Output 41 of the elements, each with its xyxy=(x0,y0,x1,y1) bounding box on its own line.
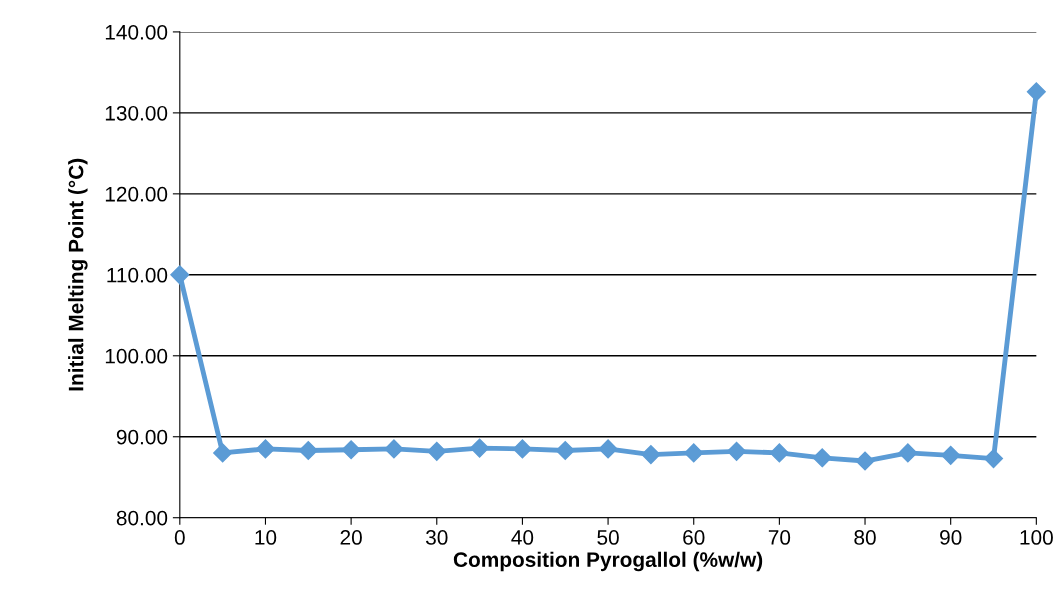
point xyxy=(213,443,233,463)
point xyxy=(812,448,832,468)
x-tick-label: 10 xyxy=(255,530,277,545)
y-tick-label: 140.00 xyxy=(105,24,168,40)
point xyxy=(170,265,190,285)
point xyxy=(298,440,318,461)
x-tick-label: 20 xyxy=(340,530,362,545)
point xyxy=(341,440,361,460)
point xyxy=(641,445,661,465)
y-tick-label: 90.00 xyxy=(116,429,168,445)
point xyxy=(255,439,276,459)
y-tick-label: 120.00 xyxy=(105,186,168,202)
point xyxy=(727,441,747,461)
x-tick-label: 40 xyxy=(511,530,534,545)
point xyxy=(384,439,404,459)
point xyxy=(769,443,789,463)
point xyxy=(855,451,875,471)
point xyxy=(598,439,618,459)
y-tick-label: 100.00 xyxy=(105,348,168,364)
y-axis-title: Initial Melting Point (°C) xyxy=(68,158,88,391)
x-tick-label: 70 xyxy=(768,530,791,545)
point xyxy=(555,440,575,461)
point xyxy=(427,441,447,461)
point xyxy=(470,438,490,458)
point xyxy=(1026,82,1046,102)
x-axis-title: Composition Pyrogallol (%w/w) xyxy=(453,551,763,572)
point xyxy=(898,443,918,463)
point xyxy=(512,439,532,459)
x-tick-label: 60 xyxy=(683,530,705,545)
y-tick-label: 80.00 xyxy=(116,510,168,526)
point xyxy=(684,443,704,463)
x-tick-label: 90 xyxy=(940,530,962,545)
x-tick-label: 0 xyxy=(174,530,185,545)
y-tick-label: 110.00 xyxy=(107,267,168,283)
x-tick-label: 100 xyxy=(1020,530,1053,545)
point xyxy=(941,445,961,465)
x-tick-label: 50 xyxy=(597,530,619,545)
x-tick-label: 30 xyxy=(425,530,448,545)
point xyxy=(983,449,1004,469)
x-tick-label: 80 xyxy=(854,530,876,545)
y-tick-label: 130.00 xyxy=(105,105,168,121)
